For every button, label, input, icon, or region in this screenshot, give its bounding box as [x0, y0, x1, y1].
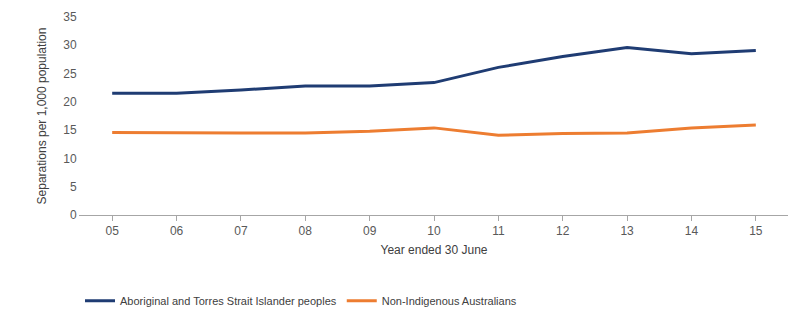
svg-text:Year ended 30 June: Year ended 30 June: [381, 243, 488, 257]
svg-text:Aboriginal and Torres Strait I: Aboriginal and Torres Strait Islander pe…: [120, 295, 337, 307]
svg-text:06: 06: [170, 224, 184, 238]
svg-text:15: 15: [749, 224, 763, 238]
svg-text:09: 09: [363, 224, 377, 238]
svg-text:15: 15: [63, 123, 77, 137]
svg-text:30: 30: [63, 38, 77, 52]
svg-text:35: 35: [63, 10, 77, 24]
svg-text:10: 10: [427, 224, 441, 238]
svg-text:14: 14: [685, 224, 699, 238]
svg-text:08: 08: [299, 224, 313, 238]
svg-text:13: 13: [620, 224, 634, 238]
svg-text:12: 12: [556, 224, 570, 238]
svg-text:11: 11: [492, 224, 505, 238]
svg-text:0: 0: [70, 208, 77, 222]
svg-text:Separations per 1,000 populati: Separations per 1,000 population: [35, 28, 49, 205]
svg-text:10: 10: [63, 152, 77, 166]
svg-text:Non-Indigenous Australians: Non-Indigenous Australians: [382, 295, 517, 307]
svg-text:5: 5: [70, 180, 77, 194]
svg-text:25: 25: [63, 67, 77, 81]
svg-text:20: 20: [63, 95, 77, 109]
svg-text:05: 05: [106, 224, 120, 238]
svg-text:07: 07: [234, 224, 248, 238]
